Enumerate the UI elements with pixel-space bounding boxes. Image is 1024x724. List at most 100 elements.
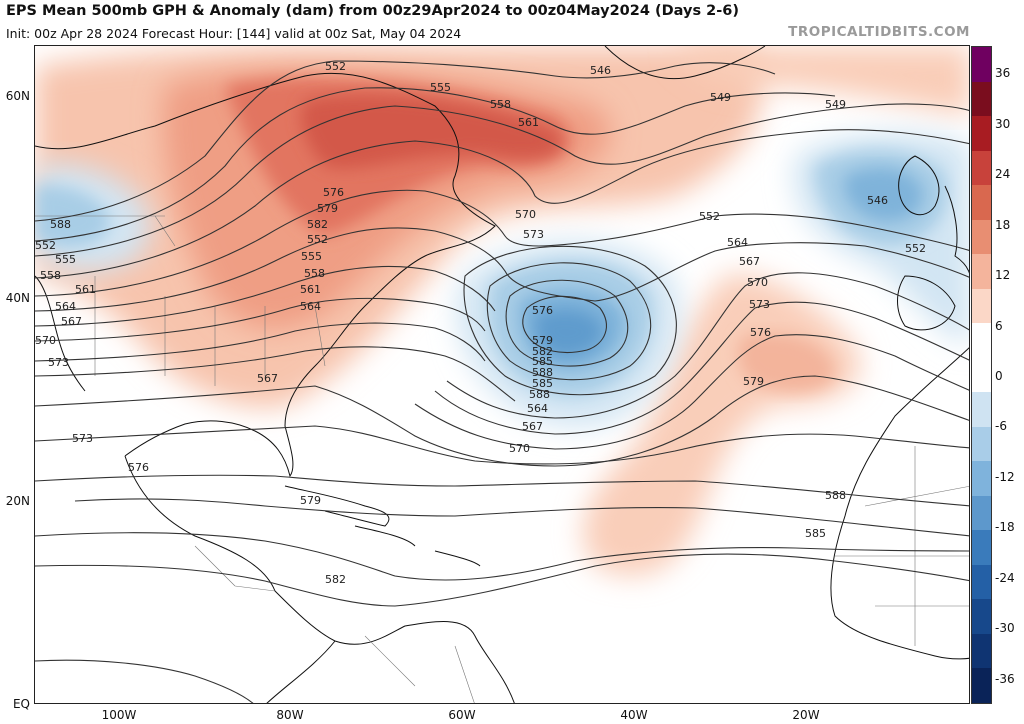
contour-label: 585 (805, 527, 826, 540)
contour-label: 549 (825, 98, 846, 111)
contour-label: 552 (35, 239, 56, 252)
anomaly-map[interactable]: 552 555 558 561 546 549 549 546 552 588 … (34, 45, 970, 704)
colorbar-segment (972, 150, 991, 186)
coastlines (35, 46, 969, 703)
colorbar-segment (972, 323, 991, 359)
contour-label: 582 (325, 573, 346, 586)
contour-label: 564 (55, 300, 76, 313)
negative-anomaly-europe (793, 132, 969, 346)
colorbar-segment (972, 495, 991, 531)
colorbar-tick-label: 6 (995, 318, 1003, 333)
colorbar-segment (972, 288, 991, 324)
colorbar-tick-label: 36 (995, 66, 1011, 81)
contour-label: 561 (518, 116, 539, 129)
map-title: EPS Mean 500mb GPH & Anomaly (dam) from … (6, 3, 739, 19)
contour-label: 564 (300, 300, 321, 313)
contour-label: 588 (50, 218, 71, 231)
contour-label: 588 (529, 388, 550, 401)
contour-label: 570 (515, 208, 536, 221)
contour-label: 585 (532, 355, 553, 368)
contour-label: 561 (75, 283, 96, 296)
contour-label: 576 (750, 326, 771, 339)
contour-label: 579 (317, 202, 338, 215)
colorbar-segment (972, 392, 991, 428)
contour-label: 582 (307, 218, 328, 231)
contour-label: 558 (304, 267, 325, 280)
contour-label: 570 (747, 276, 768, 289)
colorbar-segment (972, 47, 991, 83)
contour-label: 567 (522, 420, 543, 433)
colorbar-segment (972, 185, 991, 221)
political-borders (35, 215, 969, 703)
contour-label: 576 (128, 461, 149, 474)
lat-label-40n: 40N (5, 291, 30, 305)
lon-label-100w: 100W (101, 708, 137, 722)
colorbar-tick-label: -12 (995, 469, 1015, 484)
colorbar-segment (972, 357, 991, 393)
contour-label: 564 (727, 236, 748, 249)
contour-label: 567 (739, 255, 760, 268)
negative-anomaly-atlantic (456, 241, 681, 428)
lon-label-20w: 20W (792, 708, 820, 722)
contour-label: 567 (257, 372, 278, 385)
contour-label: 546 (867, 194, 888, 207)
contour-label: 573 (72, 432, 93, 445)
contour-label: 552 (905, 242, 926, 255)
colorbar-tick-label: -30 (995, 621, 1015, 636)
colorbar-segment (972, 461, 991, 497)
colorbar-segment (972, 219, 991, 255)
contour-label: 552 (307, 233, 328, 246)
contour-label: 546 (590, 64, 611, 77)
colorbar-segment (972, 116, 991, 152)
height-contours (35, 60, 969, 703)
contour-label: 576 (323, 186, 344, 199)
contour-label: 570 (509, 442, 530, 455)
contour-label: 579 (743, 375, 764, 388)
colorbar-tick-label: -36 (995, 671, 1015, 686)
colorbar-tick-label: -18 (995, 520, 1015, 535)
map-subtitle: Init: 00z Apr 28 2024 Forecast Hour: [14… (6, 26, 462, 41)
contour-label: 582 (532, 345, 553, 358)
positive-anomaly-atlantic (582, 46, 969, 576)
lat-label-60n: 60N (5, 89, 30, 103)
contour-label: 573 (48, 356, 69, 369)
contour-label: 573 (749, 298, 770, 311)
colorbar-segment (972, 668, 991, 703)
anomaly-colorbar (971, 46, 992, 704)
colorbar-segment (972, 426, 991, 462)
positive-anomaly-canada (35, 46, 763, 408)
lon-label-80w: 80W (276, 708, 304, 722)
lon-label-40w: 40W (620, 708, 648, 722)
colorbar-tick-label: 12 (995, 268, 1011, 283)
colorbar-tick-label: -6 (995, 419, 1007, 434)
colorbar-tick-label: -24 (995, 570, 1015, 585)
contour-label: 549 (710, 91, 731, 104)
contour-label: 552 (699, 210, 720, 223)
colorbar-tick-label: 0 (995, 369, 1003, 383)
lat-label-eq: EQ (12, 697, 30, 711)
contour-label: 573 (523, 228, 544, 241)
contour-label: 555 (55, 253, 76, 266)
colorbar-segment (972, 254, 991, 290)
lat-label-20n: 20N (5, 494, 30, 508)
colorbar-segment (972, 564, 991, 600)
contour-label: 588 (532, 366, 553, 379)
colorbar-segment (972, 81, 991, 117)
contour-label: 552 (325, 60, 346, 73)
colorbar-tick-label: 24 (995, 167, 1011, 182)
colorbar-segment (972, 599, 991, 635)
map-canvas: 552 555 558 561 546 549 549 546 552 588 … (35, 46, 969, 703)
contour-label: 585 (532, 377, 553, 390)
contour-label: 564 (527, 402, 548, 415)
contour-label: 555 (301, 250, 322, 263)
colorbar-segment (972, 633, 991, 669)
contour-label: 588 (825, 489, 846, 502)
contour-label: 561 (300, 283, 321, 296)
contour-label: 555 (430, 81, 451, 94)
colorbar-segment (972, 530, 991, 566)
contour-label: 576 (532, 304, 553, 317)
contour-label: 570 (35, 334, 56, 347)
contour-label: 579 (532, 334, 553, 347)
brand-watermark[interactable]: TROPICALTIDBITS.COM (788, 24, 970, 40)
colorbar-tick-label: 18 (995, 217, 1011, 232)
